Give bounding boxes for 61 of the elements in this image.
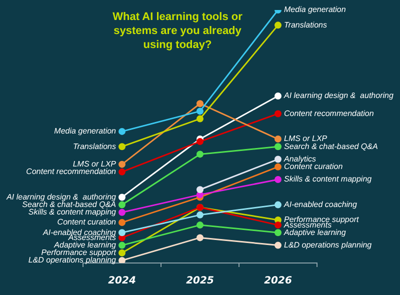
point bbox=[118, 143, 126, 150]
series-label: L&D operations planning bbox=[284, 240, 372, 250]
point bbox=[196, 115, 204, 122]
series-label: Translations bbox=[284, 20, 327, 30]
point bbox=[274, 163, 282, 170]
point bbox=[118, 219, 126, 226]
point bbox=[274, 176, 282, 184]
text: Skills & content mapping bbox=[28, 208, 116, 217]
point bbox=[274, 143, 282, 150]
series-label: Content recommendation bbox=[284, 108, 374, 118]
text: LMS or LXP bbox=[72, 160, 116, 169]
series-label: Media generation bbox=[284, 5, 346, 14]
point bbox=[118, 208, 126, 216]
point bbox=[274, 92, 282, 100]
series-label: Adaptive learning bbox=[283, 228, 346, 237]
point bbox=[196, 234, 204, 242]
point bbox=[118, 194, 126, 201]
text: What AI learning tools or systems are you already using today? bbox=[112, 10, 244, 52]
point bbox=[196, 211, 204, 218]
series-label: AI-enabled coaching bbox=[283, 200, 358, 210]
point bbox=[196, 222, 204, 229]
point bbox=[274, 22, 282, 29]
text: AI learning design & authoring bbox=[6, 192, 116, 202]
series-label: Search & chat-based Q&A bbox=[284, 142, 378, 151]
point bbox=[118, 229, 126, 236]
point bbox=[274, 222, 282, 229]
point bbox=[118, 160, 126, 168]
text: Translations bbox=[73, 142, 116, 151]
series-label: LMS or LXP bbox=[284, 134, 328, 144]
point bbox=[274, 156, 282, 163]
series-label: Analytics bbox=[283, 154, 316, 164]
point bbox=[118, 128, 126, 135]
point bbox=[274, 110, 282, 118]
point bbox=[274, 201, 282, 208]
point bbox=[196, 108, 204, 115]
point bbox=[118, 201, 126, 208]
x-tick-label: 2025 bbox=[186, 276, 214, 287]
series-label: Content curation bbox=[284, 162, 344, 172]
point bbox=[274, 229, 282, 236]
text: Content curation bbox=[57, 218, 116, 227]
point bbox=[196, 150, 204, 158]
text: Media generation bbox=[54, 126, 116, 136]
x-tick-label: 2024 bbox=[108, 276, 136, 287]
point bbox=[118, 256, 126, 263]
x-tick-label: 2026 bbox=[264, 276, 292, 287]
point bbox=[274, 242, 282, 249]
point bbox=[118, 168, 126, 176]
text: L&D operations planning bbox=[28, 256, 116, 265]
text: Performance support bbox=[41, 248, 116, 258]
text: Search & chat-based Q&A bbox=[22, 200, 116, 210]
series-label: Skills & content mapping bbox=[284, 174, 372, 184]
point bbox=[196, 138, 204, 146]
text: AI-enabled coaching bbox=[43, 228, 116, 237]
text: Adaptive learning bbox=[54, 240, 116, 250]
point bbox=[196, 100, 204, 108]
text: Content recommendation bbox=[26, 167, 116, 176]
point bbox=[274, 136, 282, 143]
point bbox=[196, 186, 204, 194]
point bbox=[118, 242, 126, 249]
series-label: AI learning design & authoring bbox=[283, 91, 394, 100]
point bbox=[118, 249, 126, 256]
